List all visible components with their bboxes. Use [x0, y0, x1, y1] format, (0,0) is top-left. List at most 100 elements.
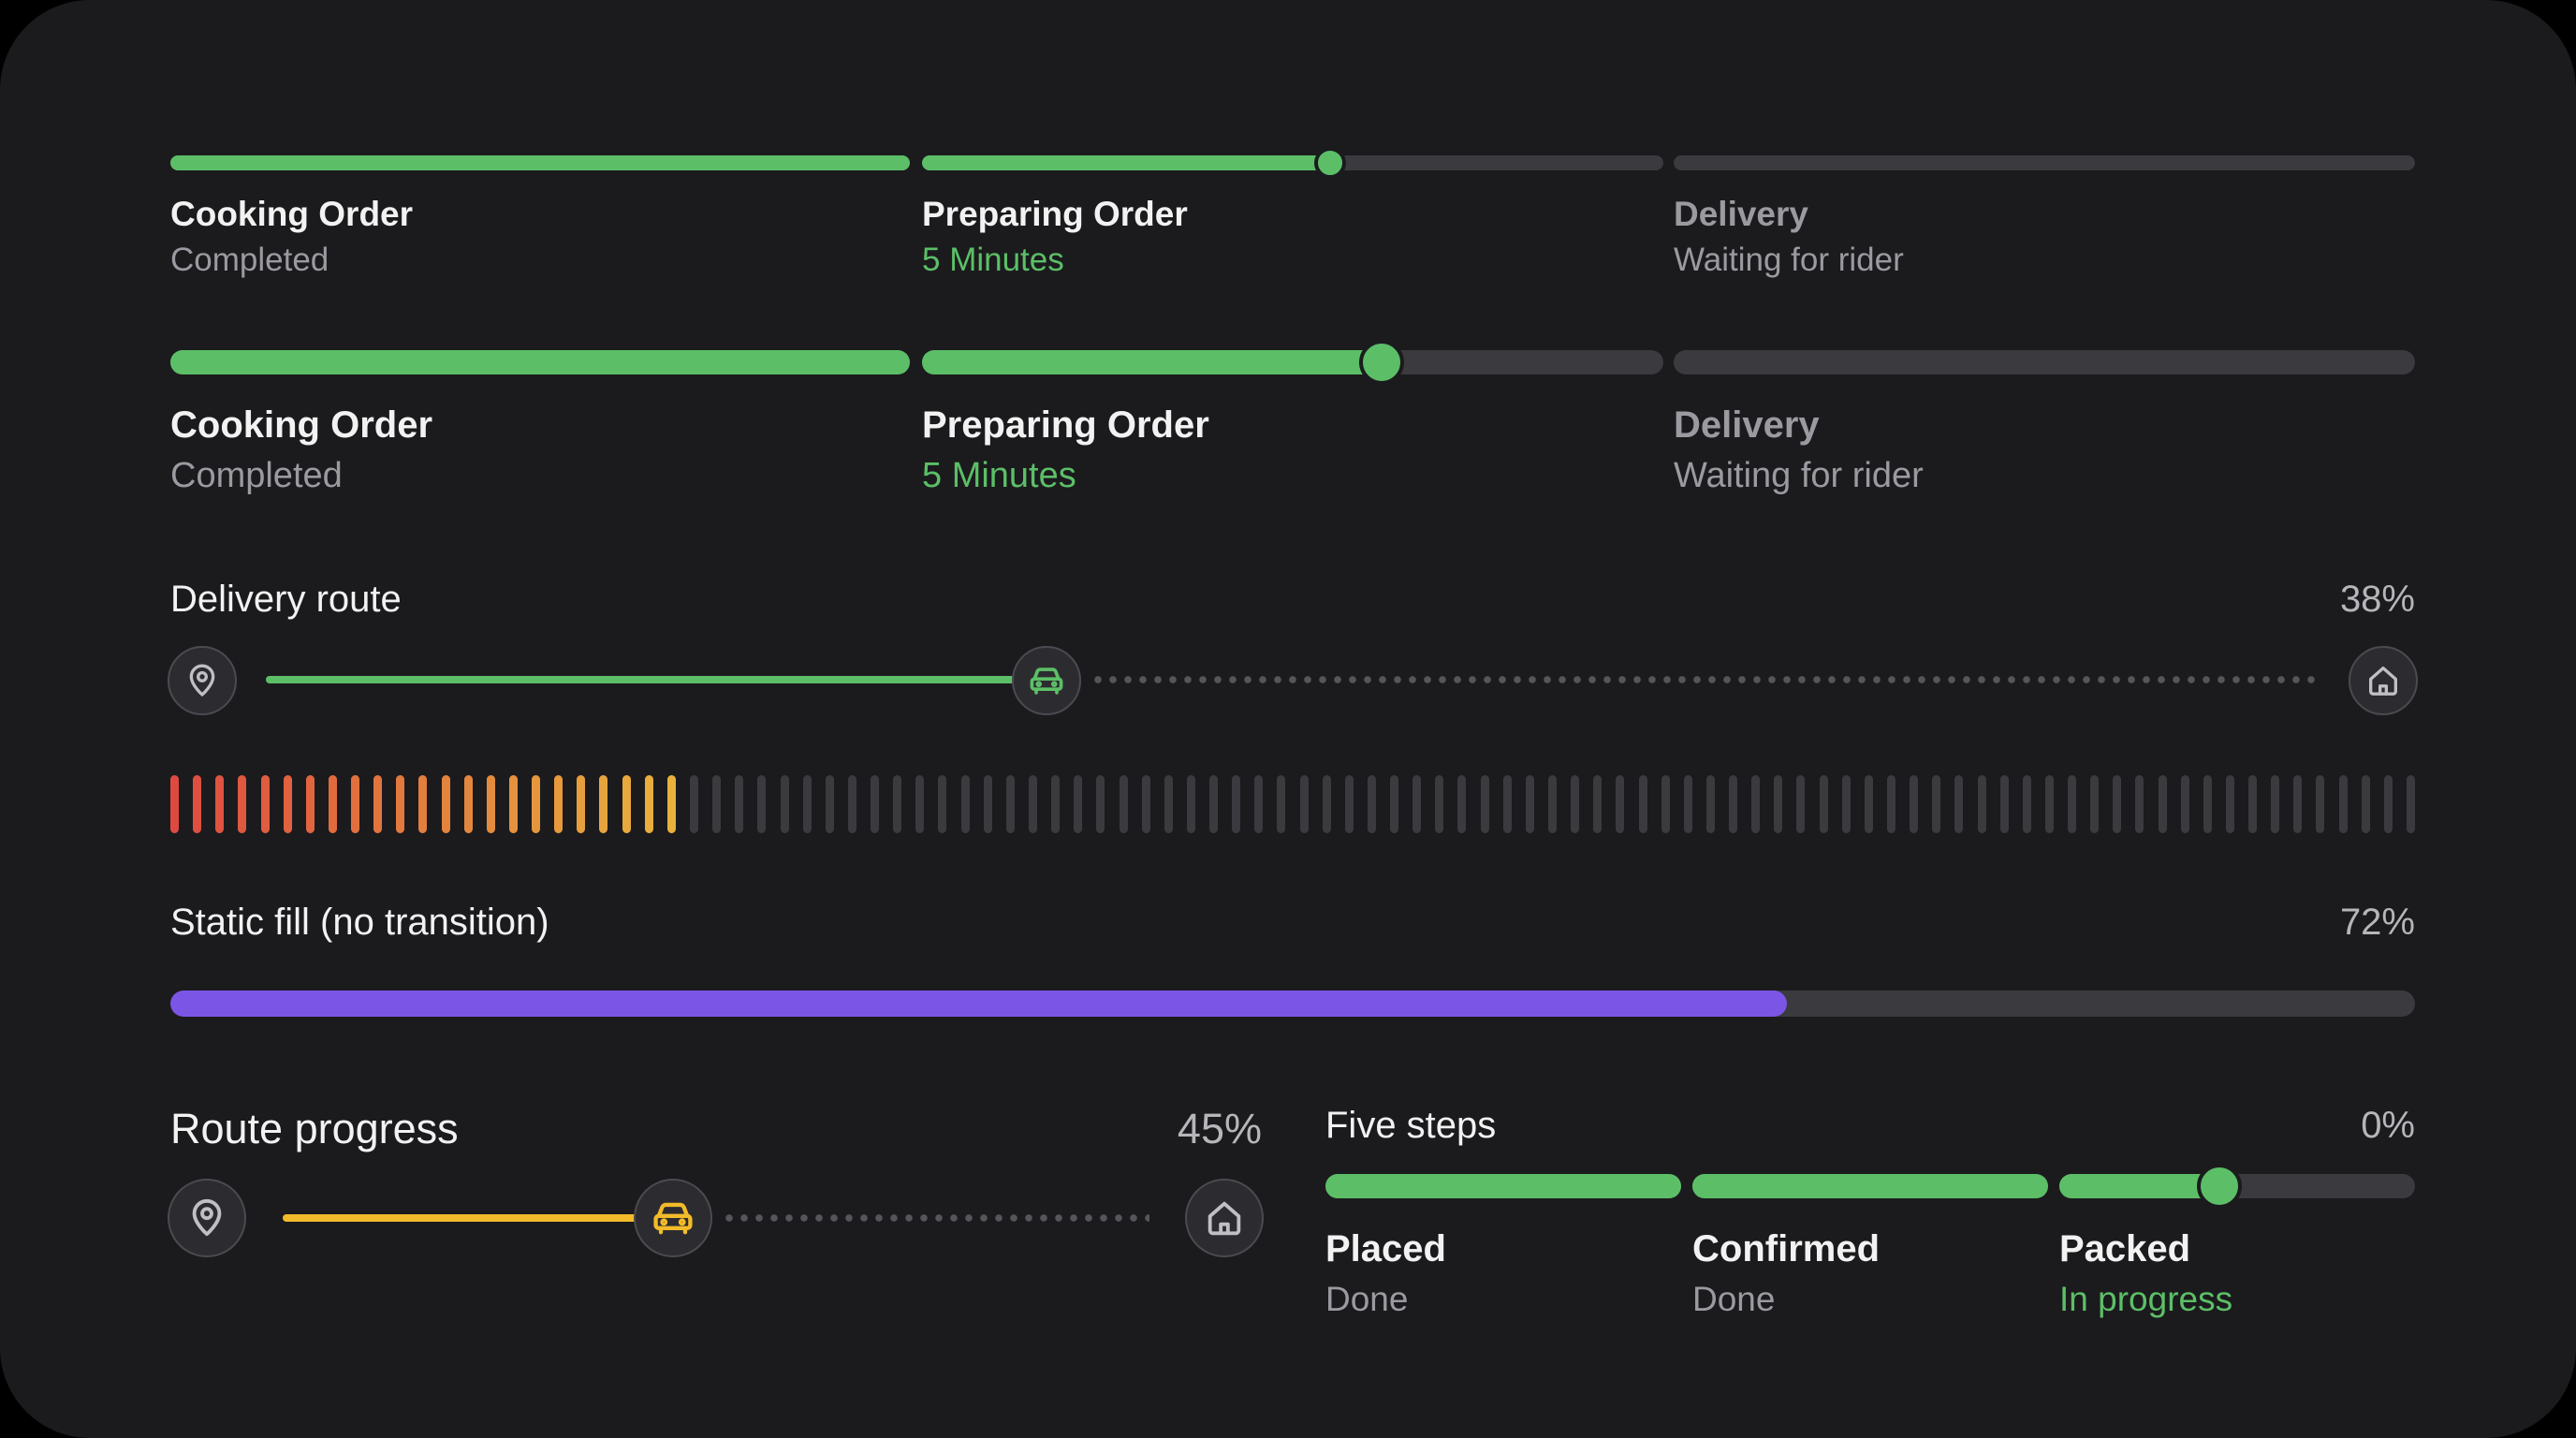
meter-tick	[2316, 775, 2325, 833]
step-segment-packed	[2059, 1164, 2415, 1209]
delivery-route-vehicle[interactable]	[1011, 646, 1081, 715]
meter-tick	[1616, 775, 1625, 833]
meter-tick	[328, 775, 337, 833]
five-steps-percent: 0%	[2361, 1105, 2415, 1146]
meter-tick	[871, 775, 880, 833]
meter-tick	[2293, 775, 2303, 833]
meter-tick	[2090, 775, 2100, 833]
home-icon	[1208, 1201, 1241, 1236]
step-title: Cooking Order	[170, 195, 414, 233]
meter-tick	[1593, 775, 1603, 833]
meter-tick	[2203, 775, 2212, 833]
step-packed: Packed In progress	[2059, 1228, 2232, 1319]
meter-tick	[644, 775, 653, 833]
meter-tick	[1299, 775, 1309, 833]
meter-tick	[1977, 775, 1986, 833]
meter-tick	[1367, 775, 1376, 833]
meter-tick	[1051, 775, 1061, 833]
meter-tick	[532, 775, 541, 833]
progress-knob[interactable]	[1359, 340, 1405, 385]
meter-tick	[983, 775, 992, 833]
step-title: Placed	[1325, 1228, 1446, 1269]
meter-tick	[1096, 775, 1105, 833]
meter-tick	[1186, 775, 1195, 833]
meter-tick	[215, 775, 225, 833]
stepper-track	[1325, 1164, 2415, 1209]
meter-tick	[463, 775, 473, 833]
meter-tick	[1254, 775, 1264, 833]
meter-tick	[2248, 775, 2258, 833]
meter-tick	[1141, 775, 1150, 833]
meter-tick	[1412, 775, 1422, 833]
step-title: Delivery	[1674, 195, 1808, 233]
step-preparing: Preparing Order 5 Minutes	[922, 195, 1188, 279]
step-title: Cooking Order	[170, 404, 433, 446]
delivery-route-percent: 38%	[2339, 579, 2415, 620]
segment-fill	[2059, 1174, 2219, 1198]
meter-tick	[2158, 775, 2167, 833]
segment-fill	[170, 155, 910, 170]
meter-tick	[1548, 775, 1557, 833]
meter-tick	[1571, 775, 1580, 833]
step-cooking: Cooking Order Completed	[170, 195, 413, 279]
meter-tick	[1954, 775, 1964, 833]
meter-tick	[260, 775, 270, 833]
meter-tick	[554, 775, 564, 833]
meter-tick	[193, 775, 202, 833]
segment-fill	[1325, 1174, 1681, 1198]
meter-tick	[1932, 775, 1941, 833]
meter-tick	[283, 775, 292, 833]
static-fill-label: Static fill (no transition)	[170, 902, 549, 943]
delivery-route-remaining	[1090, 676, 2320, 683]
meter-tick	[2361, 775, 2370, 833]
step-subtitle: Waiting for rider	[1674, 456, 1924, 495]
step-subtitle: Completed	[170, 456, 343, 495]
meter-tick	[351, 775, 360, 833]
route-progress-vehicle[interactable]	[633, 1179, 712, 1257]
meter-tick	[1322, 775, 1331, 833]
step-subtitle: Done	[1692, 1280, 1776, 1318]
meter-tick	[1209, 775, 1219, 833]
stepper-track	[170, 147, 2415, 179]
meter-tick	[1910, 775, 1919, 833]
meter-tick	[1502, 775, 1512, 833]
progress-knob[interactable]	[2197, 1164, 2242, 1209]
step-title: Packed	[2059, 1228, 2191, 1269]
meter-tick	[373, 775, 383, 833]
meter-tick	[1390, 775, 1399, 833]
meter-tick	[418, 775, 428, 833]
meter-tick	[2180, 775, 2189, 833]
step-delivery: Delivery Waiting for rider	[1674, 404, 1924, 496]
meter-tick	[486, 775, 495, 833]
route-progress-percent: 45%	[1177, 1105, 1262, 1152]
meter-tick	[735, 775, 744, 833]
meter-tick	[2271, 775, 2280, 833]
meter-tick	[2068, 775, 2077, 833]
meter-tick	[1705, 775, 1715, 833]
meter-tick	[1729, 775, 1738, 833]
car-icon	[653, 1202, 693, 1235]
meter-tick	[238, 775, 247, 833]
meter-tick	[2225, 775, 2234, 833]
meter-tick	[1344, 775, 1354, 833]
location-pin-icon	[192, 1198, 222, 1237]
step-subtitle: 5 Minutes	[922, 456, 1076, 495]
segment-fill	[922, 350, 1383, 374]
meter-tick	[1683, 775, 1692, 833]
home-icon	[2369, 667, 2397, 696]
meter-tick	[1661, 775, 1670, 833]
car-icon	[1030, 668, 1063, 695]
meter-tick	[802, 775, 812, 833]
progress-knob[interactable]	[1313, 147, 1346, 179]
meter-tick	[1074, 775, 1083, 833]
meter-tick	[690, 775, 699, 833]
meter-tick	[666, 775, 676, 833]
meter-tick	[915, 775, 925, 833]
step-subtitle: Waiting for rider	[1674, 242, 1904, 278]
meter-tick	[1638, 775, 1647, 833]
meter-tick	[893, 775, 902, 833]
meter-tick	[441, 775, 450, 833]
route-progress-remaining	[721, 1214, 1149, 1222]
step-placed: Placed Done	[1325, 1228, 1446, 1319]
